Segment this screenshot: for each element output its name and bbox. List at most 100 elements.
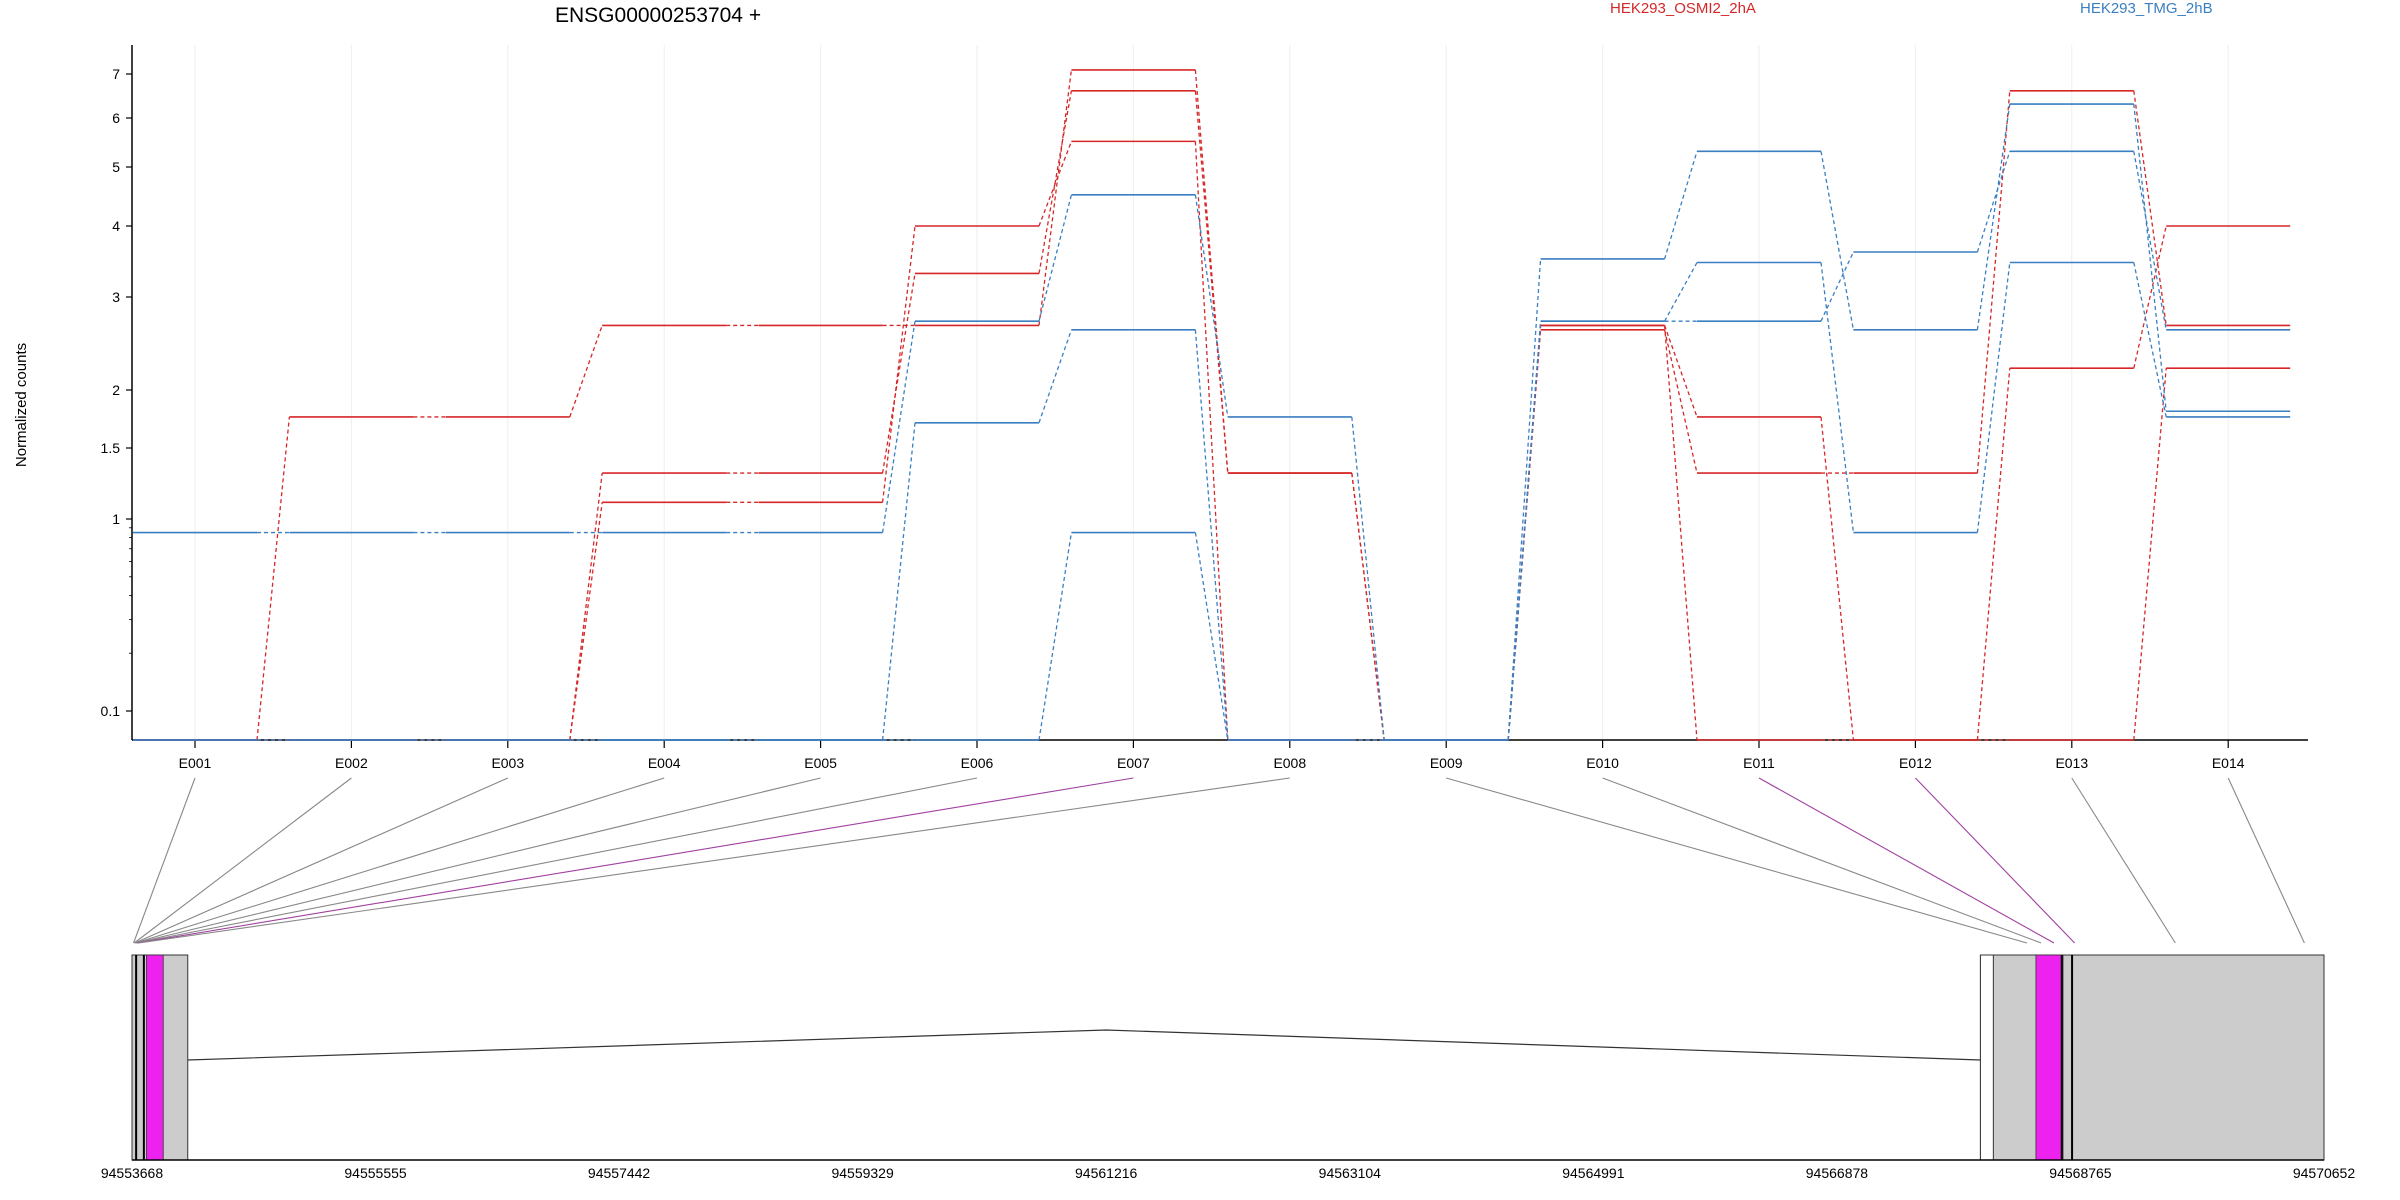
- series-lines: [133, 69, 2291, 741]
- series-6: [133, 261, 2291, 741]
- gene-model: [131, 954, 2325, 1161]
- exon-link: [137, 777, 1134, 944]
- connector: [569, 502, 603, 741]
- exon-link: [1602, 777, 2042, 944]
- connector: [1038, 532, 1073, 741]
- connector: [881, 225, 916, 503]
- connector: [1194, 329, 1229, 741]
- genome-tick-label: 94561216: [1075, 1165, 1138, 1181]
- connector: [1038, 141, 1073, 227]
- connector: [256, 416, 291, 741]
- highlighted-exon: [2035, 954, 2064, 1161]
- connector: [1507, 258, 1542, 741]
- connector: [1194, 90, 1229, 474]
- x-tick-label: E014: [2212, 755, 2245, 771]
- connector: [881, 422, 916, 741]
- genome-tick-label: 94555555: [344, 1165, 407, 1181]
- connector: [1820, 262, 1855, 533]
- legend-entry-osmi2: HEK293_OSMI2_2hA: [1610, 0, 1756, 17]
- connector: [1663, 325, 1698, 418]
- genome-tick-label: 94566878: [1806, 1165, 1869, 1181]
- x-tick-label: E002: [335, 755, 368, 771]
- exon-link: [134, 777, 509, 944]
- connector: [2133, 368, 2167, 741]
- connector: [1038, 90, 1073, 274]
- connector: [2133, 104, 2167, 412]
- exon-link: [136, 777, 978, 944]
- connector: [1194, 532, 1229, 741]
- connector: [881, 321, 916, 533]
- connector: [1663, 151, 1698, 260]
- x-tick-label: E009: [1430, 755, 1463, 771]
- exon-link: [133, 777, 196, 944]
- x-axis: E001 E002 E003 E004 E005 E006 E007 E008 E009 E010…: [132, 739, 2308, 771]
- exon-link: [2071, 777, 2176, 944]
- connector: [1038, 329, 1073, 423]
- legend-entry-tmg: HEK293_TMG_2hB: [2080, 0, 2213, 17]
- connector: [1664, 262, 1698, 322]
- exon-links: [133, 777, 2305, 944]
- exon-link: [1915, 777, 2076, 944]
- connector: [1976, 103, 2011, 330]
- x-tick-label: E006: [961, 755, 994, 771]
- exon-link: [138, 777, 1290, 944]
- exon-link: [1446, 777, 2028, 944]
- intron-line: [187, 1029, 1981, 1061]
- y-tick-label: 3: [112, 289, 120, 305]
- x-tick-label: E001: [179, 755, 212, 771]
- connector: [1663, 325, 1698, 741]
- x-tick-label: E012: [1899, 755, 1932, 771]
- exon-link: [1758, 777, 2055, 944]
- y-tick-label: 2: [112, 382, 120, 398]
- y-tick-label: 0.1: [101, 703, 121, 719]
- connector: [2133, 225, 2167, 369]
- x-tick-label: E013: [2055, 755, 2088, 771]
- connector: [881, 273, 916, 474]
- y-tick-label: 6: [112, 110, 120, 126]
- series-4: [133, 103, 2291, 741]
- connector: [1820, 251, 1854, 322]
- genome-axis: 94553668 94555555 94557442 94559329 94561216…: [101, 1159, 2356, 1181]
- series-3: [133, 140, 2291, 741]
- connector: [1038, 194, 1073, 322]
- x-tick-label: E008: [1273, 755, 1306, 771]
- connector: [1976, 90, 2011, 474]
- connector: [569, 472, 603, 741]
- genome-tick-label: 94553668: [101, 1165, 164, 1181]
- exon-link: [135, 777, 665, 944]
- connector: [2133, 90, 2167, 326]
- utr-block: [1979, 954, 1994, 1161]
- connector: [1820, 416, 1855, 741]
- y-axis-label: Normalized counts: [13, 343, 30, 467]
- connector: [1976, 151, 2011, 253]
- y-axis: 0.1 1 1.5 2 3 4 5 6 7: [101, 45, 133, 740]
- y-tick-label: 5: [112, 159, 120, 175]
- gridlines: [194, 45, 2229, 740]
- connector: [1976, 368, 2011, 741]
- connector: [1507, 321, 1542, 741]
- genome-tick-label: 94557442: [588, 1165, 651, 1181]
- connector: [1194, 141, 1229, 741]
- y-tick-label: 1.5: [101, 440, 121, 456]
- x-tick-label: E010: [1586, 755, 1619, 771]
- series-2: [133, 89, 2291, 741]
- x-tick-label: E011: [1743, 755, 1775, 771]
- connector: [1820, 151, 1855, 330]
- y-tick-label: 1: [112, 511, 120, 527]
- connector: [2133, 151, 2167, 330]
- connector: [1038, 69, 1073, 326]
- x-tick-label: E007: [1117, 755, 1150, 771]
- y-tick-label: 7: [112, 66, 120, 82]
- connector: [2133, 262, 2167, 418]
- exon-link: [2227, 777, 2305, 944]
- connector: [569, 325, 603, 418]
- highlighted-exon: [146, 954, 164, 1161]
- exon-link: [136, 777, 821, 944]
- connector: [1663, 329, 1698, 474]
- x-tick-label: E003: [491, 755, 524, 771]
- connector: [1976, 262, 2011, 533]
- genome-tick-label: 94570652: [2293, 1165, 2356, 1181]
- exon-link: [133, 777, 352, 944]
- chart-title: ENSG00000253704 +: [555, 4, 761, 27]
